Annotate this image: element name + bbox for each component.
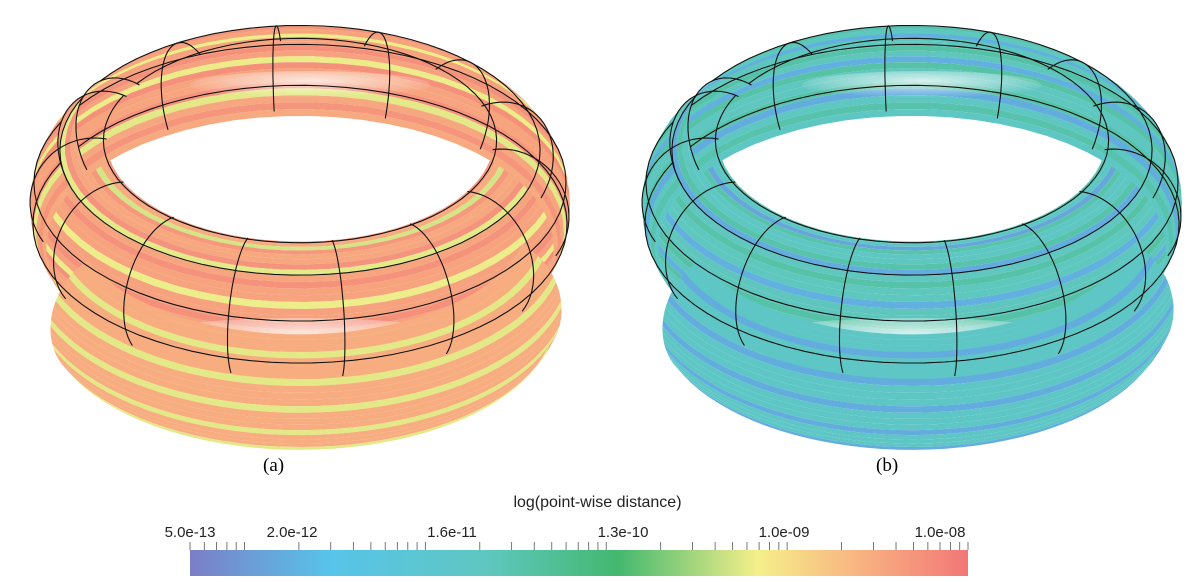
mesh-line xyxy=(669,90,739,186)
mesh-line xyxy=(467,190,535,312)
mesh-line xyxy=(1047,59,1102,150)
mesh-line xyxy=(1104,148,1182,257)
mesh-line xyxy=(665,181,736,300)
mesh-line xyxy=(838,237,861,374)
mesh-line xyxy=(481,101,554,199)
mesh-line xyxy=(1079,190,1147,312)
mesh-line xyxy=(331,239,346,377)
colorbar-tick-label: 5.0e-13 xyxy=(164,524,216,541)
mesh-line xyxy=(641,137,719,243)
colorbar-tick-label: 1.3e-10 xyxy=(597,524,649,541)
mesh-line xyxy=(29,137,107,243)
mesh-line xyxy=(492,148,570,257)
mesh-line xyxy=(772,41,814,130)
colorbar-ticks xyxy=(189,542,969,550)
colorbar-tick-label: 1.0e-08 xyxy=(914,524,966,541)
colorbar-tick-label: 2.0e-12 xyxy=(266,524,318,541)
mesh-line xyxy=(975,31,1003,119)
mesh-line xyxy=(943,239,958,377)
panel-b-caption: (b) xyxy=(876,455,899,476)
torus-panel-a xyxy=(29,24,570,450)
mesh-line xyxy=(123,216,174,346)
mesh-line xyxy=(1021,223,1067,355)
colorbar-tick-label: 1.6e-11 xyxy=(427,524,477,541)
colorbar-title: log(point-wise distance) xyxy=(513,494,682,511)
mesh-line xyxy=(409,223,455,355)
mesh-line xyxy=(735,216,786,346)
torus-panel-b xyxy=(641,24,1182,450)
mesh-line xyxy=(53,181,124,300)
mesh-line xyxy=(272,25,282,112)
colorbar-gradient xyxy=(190,550,968,576)
mesh-line xyxy=(1093,101,1166,199)
colorbar-tick-label: 1.0e-09 xyxy=(758,524,810,541)
panel-a-caption: (a) xyxy=(263,455,285,476)
mesh-line xyxy=(160,41,202,130)
mesh-line xyxy=(363,31,391,119)
mesh-line xyxy=(57,90,127,186)
mesh-line xyxy=(884,25,894,112)
mesh-line xyxy=(435,59,490,150)
mesh-line xyxy=(226,237,249,374)
